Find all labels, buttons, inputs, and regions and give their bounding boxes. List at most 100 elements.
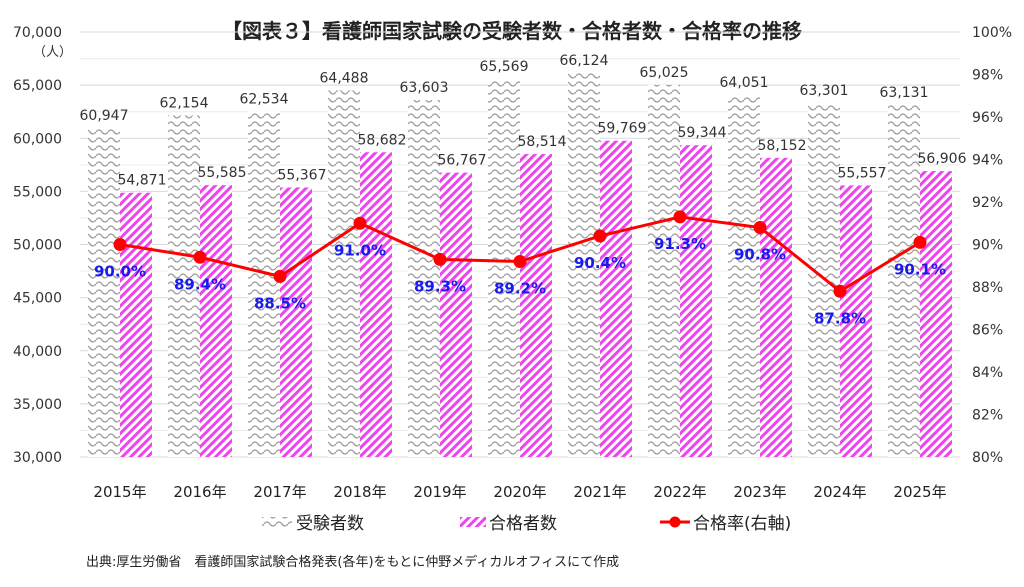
y-right-tick-label: 84% — [972, 365, 1003, 381]
x-tick-label: 2022年 — [653, 483, 706, 501]
y-left-tick-label: 35,000 — [13, 397, 62, 413]
legend-label-pass-rate: 合格率(右軸) — [693, 514, 791, 534]
data-label-passers: 56,906 — [918, 151, 967, 167]
bar-passers — [120, 192, 152, 458]
data-label-pass-rate: 87.8% — [814, 309, 866, 327]
y-right-tick-label: 98% — [972, 68, 1003, 84]
rate-marker — [753, 221, 767, 234]
data-label-examinees: 63,603 — [400, 80, 449, 96]
data-label-passers: 58,152 — [758, 138, 807, 154]
rate-marker — [513, 255, 527, 268]
bar-passers — [840, 185, 872, 457]
y-right-tick-label: 86% — [972, 323, 1003, 339]
data-label-examinees: 65,025 — [640, 65, 689, 81]
data-label-examinees: 64,488 — [320, 71, 369, 87]
legend-item-examinees[interactable]: 受験者数 — [262, 514, 364, 534]
x-tick-label: 2018年 — [333, 483, 386, 501]
chart-title: 【図表３】看護師国家試験の受験者数・合格者数・合格率の推移 — [222, 19, 802, 43]
y-left-tick-label: 45,000 — [13, 291, 62, 307]
legend-label-passers: 合格者数 — [489, 514, 557, 534]
data-label-examinees: 66,124 — [560, 53, 609, 69]
source-note: 出典:厚生労働省 看護師国家試験合格発表(各年)をもとに仲野メディカルオフィスに… — [86, 554, 619, 570]
rate-marker — [353, 216, 367, 230]
bar-examinees — [408, 99, 440, 457]
x-tick-label: 2015年 — [93, 483, 146, 501]
y-left-tick-label: 40,000 — [13, 344, 62, 360]
y-left-tick-label: 50,000 — [13, 238, 62, 254]
bar-passers — [440, 172, 472, 457]
y-right-tick-label: 100% — [972, 25, 1012, 41]
data-label-pass-rate: 88.5% — [254, 294, 306, 312]
x-tick-label: 2024年 — [813, 483, 866, 501]
bar-passers — [200, 185, 232, 458]
data-label-pass-rate: 89.3% — [414, 277, 466, 295]
data-label-examinees: 65,569 — [480, 59, 529, 75]
bars: 60,947 54,871 62,154 55,585 62,534 55,367 64,4… — [80, 53, 967, 458]
x-tick-label: 2025年 — [893, 483, 946, 501]
y-right-tick-label: 92% — [972, 195, 1003, 211]
bar-passers — [680, 145, 712, 457]
data-label-passers: 59,769 — [598, 121, 647, 137]
data-label-passers: 54,871 — [118, 173, 167, 189]
bar-examinees — [88, 128, 120, 458]
y-axis-right: 80% 82% 84% 86% 88% 90% 92% 94% 96% 98% 100% — [972, 25, 1012, 466]
data-label-pass-rate: 91.0% — [334, 241, 386, 259]
bar-passers — [360, 152, 392, 457]
data-label-passers: 56,767 — [438, 153, 487, 169]
data-label-pass-rate: 90.0% — [94, 263, 146, 281]
rate-marker — [673, 210, 687, 224]
y-left-tick-label: 60,000 — [13, 131, 62, 147]
bar-examinees — [888, 104, 920, 457]
rate-marker — [833, 284, 847, 298]
data-label-examinees: 62,154 — [160, 95, 209, 111]
y-right-tick-label: 96% — [972, 110, 1003, 126]
bar-passers — [520, 154, 552, 457]
wave-pattern-swatch-icon — [262, 517, 292, 527]
data-label-pass-rate: 90.4% — [574, 254, 626, 272]
data-label-examinees: 63,301 — [800, 83, 849, 99]
data-label-passers: 59,344 — [678, 125, 727, 141]
x-tick-label: 2017年 — [253, 483, 306, 501]
y-left-tick-label: 55,000 — [13, 184, 62, 200]
legend-item-passers[interactable]: 合格者数 — [460, 514, 557, 534]
x-tick-label: 2016年 — [173, 483, 226, 501]
legend-item-pass-rate[interactable]: 合格率(右軸) — [660, 514, 791, 534]
data-label-passers: 55,585 — [198, 165, 247, 181]
data-label-passers: 58,682 — [358, 132, 407, 148]
legend: 受験者数 合格者数 合格率(右軸) — [262, 514, 791, 534]
y-left-tick-label: 65,000 — [13, 78, 62, 94]
x-tick-label: 2019年 — [413, 483, 466, 501]
bar-examinees — [168, 115, 200, 458]
rate-marker — [913, 235, 927, 249]
data-label-passers: 55,367 — [278, 167, 327, 183]
data-label-examinees: 63,131 — [880, 85, 929, 101]
bar-examinees — [648, 84, 680, 457]
rate-marker — [113, 238, 127, 251]
rate-line: 90.0% 89.4% 88.5% 91.0% 89.3% 89.2% 90.4% 91.3%… — [94, 210, 946, 327]
rate-marker — [193, 250, 207, 264]
x-tick-label: 2020年 — [493, 483, 546, 501]
x-tick-label: 2023年 — [733, 483, 786, 501]
rate-marker — [593, 229, 607, 243]
y-right-tick-label: 88% — [972, 280, 1003, 296]
data-label-examinees: 60,947 — [80, 108, 129, 124]
data-label-passers: 58,514 — [518, 134, 567, 150]
y-axis-left: 30,000 35,000 40,000 45,000 50,000 55,000 60,0… — [13, 25, 62, 466]
bar-passers — [280, 187, 312, 457]
hatch-pattern-swatch-icon — [460, 517, 486, 527]
bar-examinees — [248, 111, 280, 458]
legend-label-examinees: 受験者数 — [296, 514, 364, 534]
x-axis: 2015年 2016年 2017年 2018年 2019年 2020年 2021年 2022年… — [93, 483, 946, 501]
data-label-examinees: 64,051 — [720, 75, 769, 91]
bar-passers — [600, 140, 632, 457]
y-right-tick-label: 94% — [972, 153, 1003, 169]
y-axis-unit-label: （人） — [33, 45, 72, 60]
bar-examinees — [568, 73, 600, 458]
x-tick-label: 2021年 — [573, 483, 626, 501]
y-right-tick-label: 90% — [972, 238, 1003, 254]
y-right-tick-label: 80% — [972, 450, 1003, 466]
rate-marker — [433, 252, 447, 266]
bar-passers — [920, 171, 952, 457]
data-label-pass-rate: 90.1% — [894, 260, 946, 278]
